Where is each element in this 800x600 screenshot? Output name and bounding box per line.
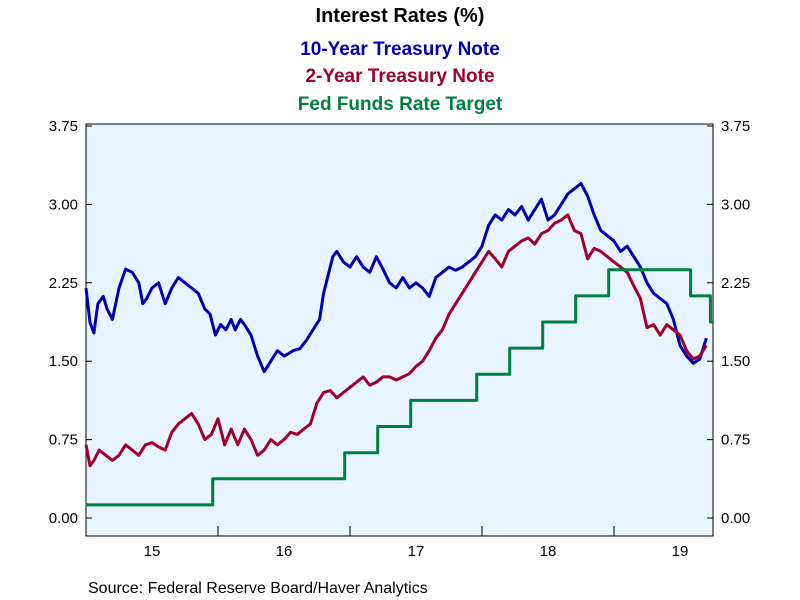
chart-title: Interest Rates (%) bbox=[316, 5, 485, 27]
series-lines bbox=[84, 182, 713, 507]
x-tick-label: 17 bbox=[408, 543, 425, 560]
y-tick-label-right: 0.75 bbox=[721, 432, 750, 449]
legend-fedfunds: Fed Funds Rate Target bbox=[298, 94, 503, 115]
y-axis-left: 0.00 0.75 1.50 2.25 3.00 3.75 bbox=[49, 118, 92, 527]
y-tick-label-left: 0.75 bbox=[49, 432, 78, 449]
y-tick-label-left: 0.00 bbox=[49, 510, 78, 527]
x-tick-label: 19 bbox=[672, 543, 689, 560]
y-tick-label-right: 3.75 bbox=[721, 118, 750, 135]
x-tick-label: 18 bbox=[540, 543, 557, 560]
x-axis: 15 16 17 18 19 bbox=[144, 526, 689, 560]
y-tick-label-right: 2.25 bbox=[721, 275, 750, 292]
y-tick-label-right: 0.00 bbox=[721, 510, 750, 527]
plot-area bbox=[85, 123, 714, 537]
y-tick-label-left: 2.25 bbox=[49, 275, 78, 292]
series-2yr-line bbox=[84, 213, 708, 468]
y-tick-label-left: 1.50 bbox=[49, 353, 78, 370]
y-tick-label-left: 3.00 bbox=[49, 196, 78, 213]
series-10yr-line bbox=[84, 182, 708, 374]
legend-10yr: 10-Year Treasury Note bbox=[300, 39, 500, 60]
y-tick-label-right: 1.50 bbox=[721, 353, 750, 370]
x-tick-label: 15 bbox=[144, 543, 161, 560]
y-axis-right: 0.00 0.75 1.50 2.25 3.00 3.75 bbox=[707, 118, 750, 527]
source-note: Source: Federal Reserve Board/Haver Anal… bbox=[88, 580, 428, 597]
legend-2yr: 2-Year Treasury Note bbox=[305, 66, 494, 87]
y-tick-label-right: 3.00 bbox=[721, 196, 750, 213]
series-fedfunds-line bbox=[86, 268, 713, 507]
y-tick-label-left: 3.75 bbox=[49, 118, 78, 135]
x-tick-label: 16 bbox=[276, 543, 293, 560]
